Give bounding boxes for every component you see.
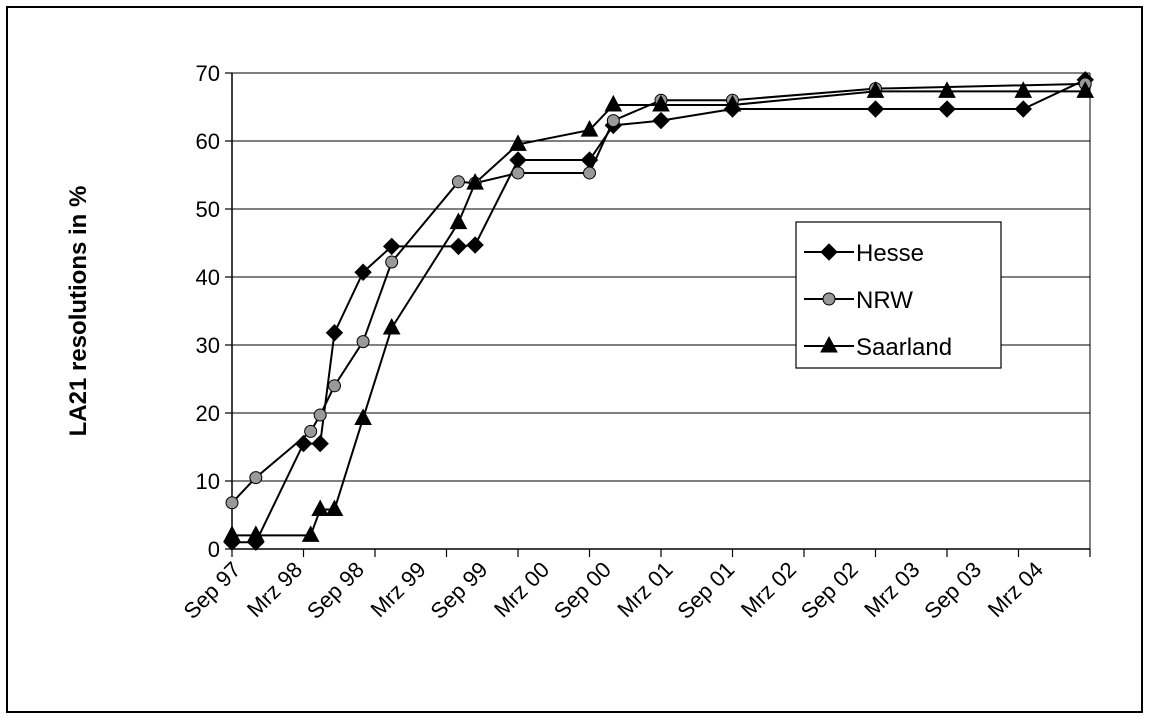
data-point-nrw [304,424,318,438]
data-point-saarland [354,408,372,425]
data-point-saarland [246,525,265,542]
series-line-nrw [231,82,1086,504]
data-point-saarland [223,525,241,542]
data-point-nrw [583,166,596,180]
legend-marker-saarland [820,335,838,353]
data-point-saarland [311,499,330,517]
x-tick-label: Sep 02 [796,557,863,624]
y-tick-label: 40 [196,265,220,290]
data-point-hesse [449,237,468,256]
data-point-hesse [325,324,344,342]
data-point-saarland [580,120,599,137]
data-point-saarland [449,212,468,230]
y-tick-label: 0 [208,537,220,562]
data-point-nrw [313,408,327,422]
data-point-nrw [385,255,399,269]
x-tick-label: Sep 03 [919,557,986,624]
data-point-nrw [451,175,465,189]
data-point-hesse [311,434,329,453]
y-tick-label: 20 [196,401,220,426]
legend-marker-nrw [822,292,836,306]
data-point-saarland [325,499,344,517]
data-point-saarland [866,81,885,98]
data-point-saarland [723,94,742,112]
data-point-hesse [509,151,527,169]
y-tick-label: 30 [196,333,220,358]
data-point-nrw [606,114,620,128]
data-point-saarland [604,94,623,112]
data-point-saarland [301,525,320,542]
x-tick-label: Mrz 98 [242,557,307,622]
data-point-hesse [466,236,484,254]
x-tick-label: Mrz 02 [736,557,801,622]
legend-marker-hesse [820,243,838,261]
x-tick-label: Sep 98 [302,557,369,624]
data-point-hesse [1014,100,1032,118]
data-point-saarland [652,94,670,112]
legend-label-nrw: NRW [856,287,913,314]
x-tick-label: Sep 00 [549,557,616,624]
data-point-hesse [294,434,313,453]
data-point-saarland [466,173,484,190]
data-point-nrw [511,166,525,180]
data-point-saarland [938,81,956,98]
y-tick-label: 70 [196,61,220,86]
data-point-hesse [938,100,956,118]
chart-frame: 0 10 20 30 40 50 60 70 Sep 97 Mrz 98 Sep 98 Mrz 99 S… [6,6,1143,713]
legend-label-hesse: Hesse [856,240,924,267]
data-point-saarland [382,317,401,335]
x-tick-label: Mrz 99 [365,557,430,622]
data-point-saarland [509,134,527,151]
data-point-nrw [249,471,263,485]
x-tick-label: Mrz 03 [859,557,924,622]
x-tick-label: Mrz 01 [612,557,677,622]
x-tick-label: Sep 01 [672,557,739,624]
legend-label-saarland: Saarland [856,334,952,361]
data-point-hesse [866,100,885,118]
y-tick-label: 50 [196,197,220,222]
x-tick-label: Sep 97 [179,557,246,624]
y-tick-label: 10 [196,469,220,494]
data-point-nrw [225,496,239,510]
data-point-hesse [354,263,372,281]
data-point-saarland [1076,81,1095,98]
data-point-nrw [356,335,370,349]
x-tick-label: Mrz 04 [983,557,1048,622]
data-point-hesse [580,151,599,169]
data-point-nrw [327,379,341,393]
data-point-hesse [652,111,670,130]
x-tick-label: Mrz 00 [489,557,554,622]
y-axis-label: LA21 resolutions in % [65,186,92,437]
y-tick-label: 60 [196,129,220,154]
x-tick-label: Sep 99 [425,557,492,624]
data-point-hesse [382,237,401,256]
data-point-saarland [1014,81,1033,98]
